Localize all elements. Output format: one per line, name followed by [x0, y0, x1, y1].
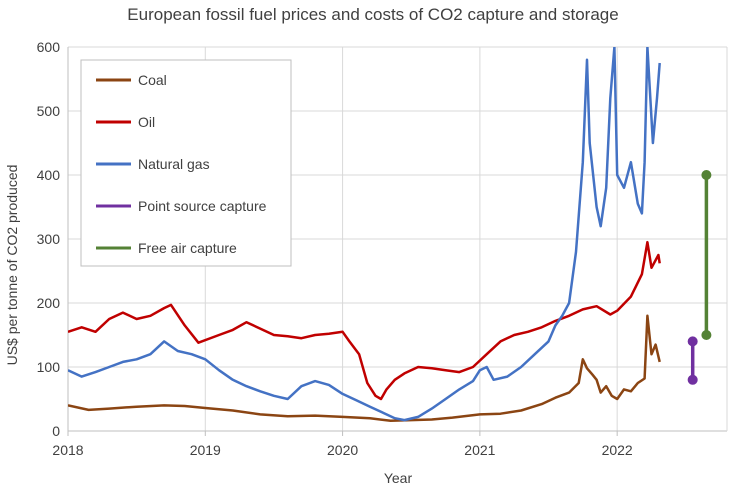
x-tick-label: 2019 [190, 442, 221, 458]
legend: Coal Oil Natural gas Point source capture Fr… [80, 59, 292, 267]
y-tick-label: 500 [37, 103, 61, 119]
series-line [68, 47, 661, 422]
y-tick-label: 100 [37, 359, 61, 375]
series-natural-gas [68, 47, 661, 422]
range-endpoint-marker [701, 330, 712, 340]
range-endpoint-marker [687, 374, 698, 385]
y-tick-label: 300 [37, 231, 61, 247]
x-tick-label: 2022 [602, 442, 633, 458]
legend-entry: Oil [138, 114, 155, 130]
range-endpoint-marker [687, 336, 698, 347]
y-axis-label: US$ per tonne of CO2 produced [4, 165, 20, 366]
y-tick-label: 400 [37, 167, 61, 183]
x-tick-label: 2018 [52, 442, 83, 458]
y-tick-label: 0 [52, 423, 60, 439]
series-coal [68, 314, 661, 423]
series-oil [68, 240, 661, 401]
series-line [68, 314, 661, 423]
legend-entry: Point source capture [138, 198, 267, 214]
y-tick-label: 600 [37, 39, 61, 55]
chart-title: European fossil fuel prices and costs of… [127, 5, 618, 24]
legend-entry: Natural gas [138, 156, 210, 172]
series-line [68, 240, 661, 401]
axes: 0 100 200 300 400 500 600 2018 2019 2020 2021 2022 [37, 39, 728, 458]
series-layer [68, 47, 712, 423]
legend-entry: Coal [138, 72, 167, 88]
range-endpoint-marker [701, 170, 712, 180]
y-tick-label: 200 [37, 295, 61, 311]
x-tick-label: 2020 [327, 442, 358, 458]
x-tick-label: 2021 [464, 442, 495, 458]
x-axis-label: Year [384, 470, 413, 486]
legend-entry: Free air capture [138, 240, 237, 256]
